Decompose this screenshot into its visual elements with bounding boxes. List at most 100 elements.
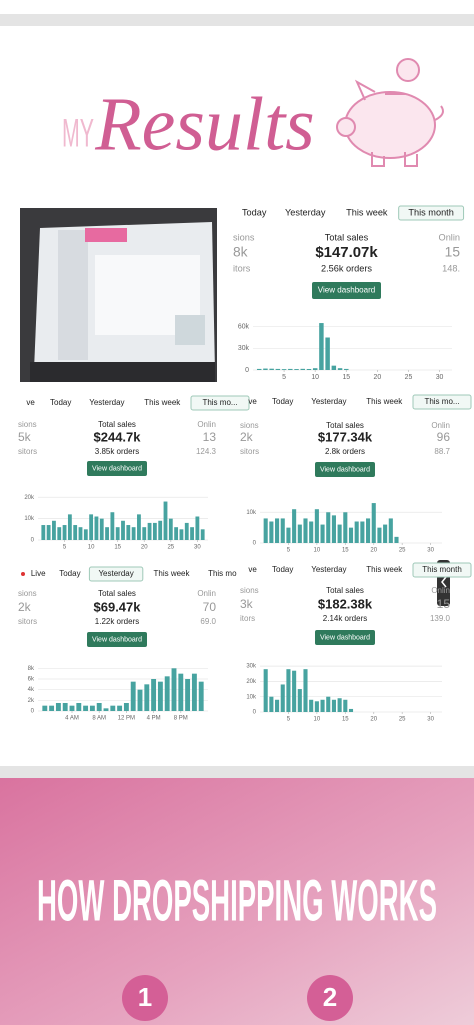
bar	[371, 503, 376, 543]
tab-label[interactable]: This week	[153, 569, 190, 578]
bar	[320, 699, 325, 712]
partial-stat: 88.7	[434, 447, 450, 456]
tab-label[interactable]: This month	[408, 207, 453, 217]
total-sales: $147.07k	[315, 244, 378, 261]
tab-label[interactable]: ve	[26, 398, 35, 407]
bar	[178, 673, 184, 711]
active-tab[interactable]	[398, 205, 465, 221]
y-tick-label: 0	[31, 538, 35, 544]
active-tab[interactable]	[412, 562, 472, 578]
bar	[312, 368, 318, 370]
partial-stat: Onlin	[197, 589, 216, 598]
tab-label[interactable]: Today	[272, 397, 293, 406]
bar	[314, 701, 319, 712]
view-dashboard-label[interactable]: View dashboard	[320, 466, 370, 473]
partial-stat: 8k	[233, 245, 248, 260]
bar	[42, 705, 48, 711]
x-tick-label: 20	[370, 717, 377, 723]
partial-stat: itors	[240, 614, 255, 623]
bar	[269, 368, 274, 370]
tab-label[interactable]: Today	[272, 565, 293, 574]
bar	[83, 705, 89, 711]
bar	[331, 515, 336, 543]
bar	[275, 368, 281, 370]
view-dashboard-button[interactable]	[312, 282, 381, 299]
x-tick-label: 30	[194, 545, 201, 551]
tab-label[interactable]: Yesterday	[98, 569, 133, 578]
tab-label[interactable]: Yesterday	[285, 207, 326, 217]
bar	[83, 529, 88, 540]
orders: 2.56k orders	[321, 263, 372, 273]
y-tick-label: 0	[253, 710, 257, 716]
x-tick-label: 20	[374, 374, 382, 381]
tab-label[interactable]: This mo...	[424, 397, 459, 406]
tab-label[interactable]: This mo	[208, 569, 237, 578]
tab-label[interactable]: This mo...	[202, 398, 237, 407]
tab-label[interactable]: ve	[248, 565, 257, 574]
bar	[314, 509, 319, 543]
orders: 2.14k orders	[323, 614, 367, 623]
tab-label[interactable]: This week	[366, 397, 403, 406]
tab-label[interactable]: This week	[366, 565, 403, 574]
bar	[99, 518, 104, 540]
tab-label[interactable]: This week	[144, 398, 181, 407]
bar	[292, 670, 297, 712]
partial-stat: 69.0	[200, 617, 216, 626]
tab-label[interactable]: This month	[422, 565, 462, 574]
tab-label[interactable]: Today	[242, 207, 267, 217]
tab-label[interactable]: Yesterday	[311, 565, 346, 574]
bar	[158, 520, 163, 540]
tab-label[interactable]: Today	[59, 569, 80, 578]
partial-stat: 2k	[18, 600, 32, 614]
bar	[46, 525, 51, 540]
bar	[62, 703, 68, 711]
view-dashboard-label[interactable]: View dashboard	[92, 465, 142, 472]
view-dashboard-label[interactable]: View dashboard	[318, 286, 376, 295]
tab-label[interactable]: This week	[346, 207, 388, 217]
bar	[151, 679, 157, 711]
view-dashboard-button[interactable]	[87, 632, 147, 647]
bar	[89, 514, 94, 540]
active-tab[interactable]	[88, 566, 144, 582]
active-tab[interactable]	[412, 394, 472, 410]
bar	[130, 681, 136, 711]
y-tick-label: 10k	[24, 516, 35, 522]
view-dashboard-button[interactable]	[87, 461, 147, 476]
x-tick-label: 20	[370, 548, 377, 554]
bar	[275, 699, 280, 712]
active-tab[interactable]	[190, 395, 250, 411]
piggy-bank-icon	[336, 58, 444, 167]
view-dashboard-label[interactable]: View dashboard	[92, 636, 142, 643]
view-dashboard-button[interactable]	[315, 462, 375, 477]
total-sales: $182.38k	[318, 596, 373, 611]
tab-label[interactable]: Yesterday	[89, 398, 124, 407]
x-tick-label: 10	[311, 374, 319, 381]
bar	[269, 521, 274, 543]
tab-label[interactable]: ve	[248, 397, 257, 406]
bar	[360, 521, 365, 543]
tab-label[interactable]: Today	[50, 398, 71, 407]
tab-label[interactable]: Yesterday	[311, 397, 346, 406]
x-tick-label: 10	[314, 548, 321, 554]
view-dashboard-label[interactable]: View dashboard	[320, 634, 370, 641]
view-dashboard-button[interactable]	[315, 630, 375, 645]
partial-stat: sitors	[18, 447, 37, 456]
tab-label[interactable]: Live	[31, 569, 46, 578]
x-tick-label: 15	[114, 545, 121, 551]
bar	[191, 673, 197, 711]
partial-stat: sions	[233, 232, 255, 242]
bar	[69, 705, 75, 711]
x-tick-label: 4 PM	[147, 716, 161, 722]
y-tick-label: 20k	[246, 679, 257, 685]
partial-stat: 15	[445, 245, 461, 260]
partial-stat: sitors	[18, 617, 37, 626]
bar	[76, 703, 82, 711]
bar	[137, 689, 143, 711]
total-sales-label: Total sales	[326, 586, 364, 595]
bar	[62, 525, 67, 540]
step-number: 1	[138, 982, 152, 1012]
bar	[144, 684, 150, 711]
bar	[309, 699, 314, 712]
bar	[303, 518, 308, 543]
bar	[263, 669, 268, 712]
